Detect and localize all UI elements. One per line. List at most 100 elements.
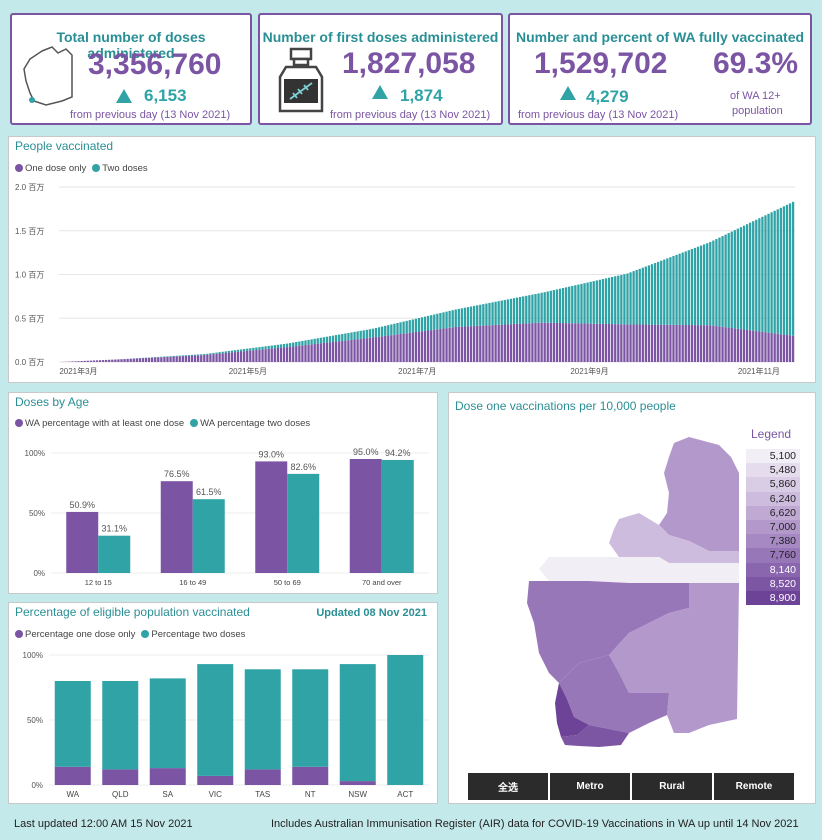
bar-one-dose [571,323,574,362]
y-tick-label: 0% [33,569,45,578]
x-tick-label: 50 to 69 [274,578,301,587]
bar-two-doses [393,323,396,335]
bar-one-dose [491,325,494,362]
filter-all-button[interactable]: 全选 [468,773,548,800]
map-region-kimberley[interactable] [659,437,739,551]
footer-source-note: Includes Australian Immunisation Registe… [271,818,799,830]
map-region-south-west[interactable] [561,725,629,747]
bar-two-doses [341,334,344,341]
bar-one-dose [764,332,767,362]
people-vaccinated-chart[interactable]: 0.0 百万 0.5 百万 1.0 百万 1.5 百万 2.0 百万 2021年3月 202… [9,177,815,382]
bar-two-doses [243,349,246,352]
map-region-wheatbelt[interactable] [559,655,669,733]
bar-two-doses [558,288,562,324]
kpi-total-note: from previous day (13 Nov 2021) [70,109,231,121]
eligible-population-chart[interactable]: 0% 50% 100% WA QLD SA VIC TAS NT NSW ACT [9,643,437,803]
bar-two-doses [279,344,283,348]
bar-two-doses [534,294,537,323]
x-tick-label: QLD [112,790,129,799]
bar-two-doses [98,535,131,573]
bar-one-dose [236,351,240,362]
map-legend-title: Legend [751,427,792,441]
bar-two-doses [209,353,212,355]
bar-two-doses [657,261,660,325]
bar-two-doses [749,222,752,331]
bar-two-doses [733,230,736,329]
bar-one-dose [206,354,209,362]
bar-one-dose [144,357,148,362]
bar-two-doses [776,209,779,334]
bar-one-dose [316,343,319,362]
bar-one-dose [108,359,111,362]
map-region-metro[interactable] [555,683,589,737]
bar-two-doses [607,277,611,325]
filter-rural-button[interactable]: Rural [632,773,712,800]
bar-one-dose [641,324,644,362]
map-region-pilbara-north[interactable] [609,513,739,563]
bar-one-dose [420,331,424,362]
bar-one-dose [120,359,123,362]
bar-two-doses [230,350,234,353]
map-region-pilbara[interactable] [539,557,739,583]
bar-one-dose [604,323,608,362]
bar-two-doses [752,221,755,331]
bar-two-doses [690,249,694,326]
bar-two-doses [684,251,687,325]
kpi-first-title: Number of first doses administered [262,29,499,45]
bar-two-doses [552,290,556,323]
bar-one-dose [172,356,175,362]
bar-one-dose [175,356,178,362]
bar-two-doses [224,351,227,353]
bar-one-dose [675,324,678,362]
wa-choropleth-map[interactable] [509,433,739,748]
legend-item-two-doses-age[interactable]: WA percentage two doses [190,418,310,429]
bar-one-dose [255,350,258,362]
bar-one-dose [626,324,629,362]
y-tick-label: 0% [31,781,43,790]
bar-one-dose [147,357,151,362]
legend-item-one-dose-only[interactable]: Percentage one dose only [15,629,135,640]
doses-by-age-chart[interactable]: 0% 50% 100% 50.9% 31.1% 12 to 15 76.5% 61.5% 16 … [9,433,437,593]
bar-two-doses [543,292,546,323]
bar-one-dose [427,330,430,362]
bar-one-dose [273,348,276,362]
bar-one-dose [163,357,166,362]
bar-two-doses [583,283,586,324]
bar-one-dose [653,324,657,362]
bar-two-doses [396,322,399,335]
bar-one-dose [239,351,243,362]
bar-two-doses [604,278,608,324]
kpi-fully-vaccinated-card: Number and percent of WA fully vaccinate… [508,13,812,125]
bar-two-doses [233,350,237,353]
bar-two-doses [460,308,464,327]
x-tick-label: WA [66,790,79,799]
bar-two-doses [420,317,424,332]
map-panel: Dose one vaccinations per 10,000 people … [448,392,816,804]
legend-item-two-doses[interactable]: Two doses [92,163,148,174]
bar-one-dose [466,326,470,362]
bar-one-dose [767,332,770,362]
kpi-first-note: from previous day (13 Nov 2021) [330,109,491,121]
legend-item-at-least-one[interactable]: WA percentage with at least one dose [15,418,184,429]
bar-two-doses [466,307,470,327]
bar-two-doses [249,348,252,351]
bar-two-doses [377,327,381,337]
bar-two-doses [561,288,565,324]
bar-one-dose [779,334,782,362]
bar-two-doses [356,331,359,340]
bar-one-dose [632,324,635,362]
legend-item-one-dose[interactable]: One dose only [15,163,86,174]
bar-one-dose [537,322,540,362]
filter-remote-button[interactable]: Remote [714,773,794,800]
map-region-goldfields[interactable] [609,583,739,733]
legend-item-two-doses-eligible[interactable]: Percentage two doses [141,629,245,640]
map-region-midwest[interactable] [527,581,689,683]
bar-one-dose-only [339,781,376,785]
bar-one-dose [362,338,365,362]
bar-two-doses [779,207,782,335]
bar-two-doses [473,305,476,327]
bar-two-doses [712,240,715,326]
bar-two-doses [718,237,721,327]
bar-two-doses [252,347,255,351]
filter-metro-button[interactable]: Metro [550,773,630,800]
